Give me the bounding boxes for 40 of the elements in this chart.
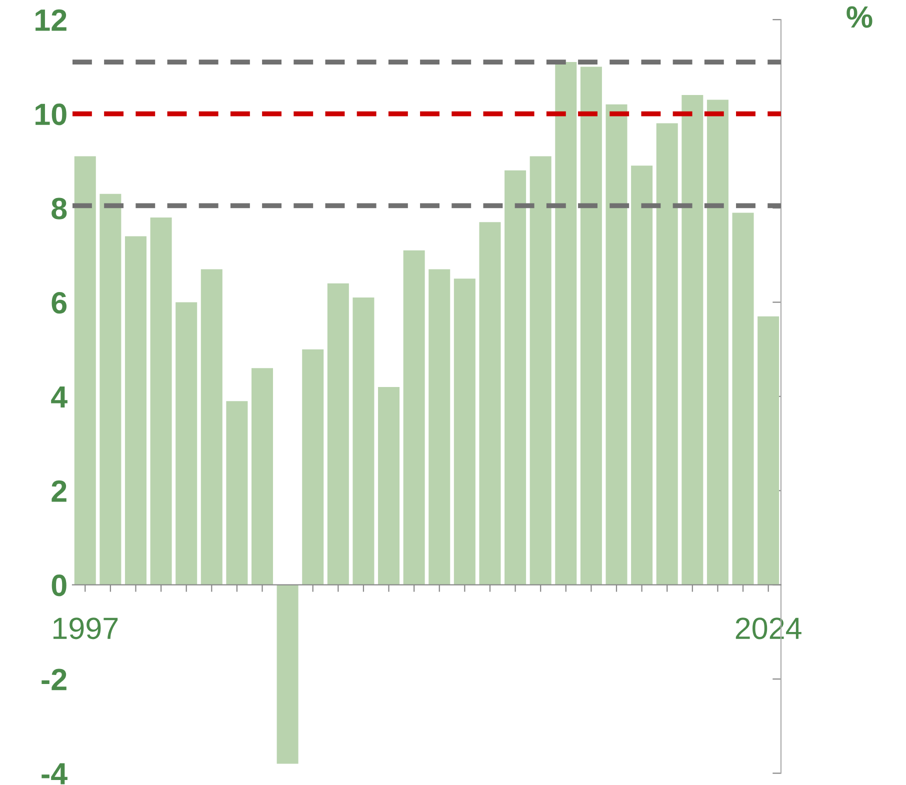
x-tick-label: 2024 — [736, 618, 802, 640]
bar — [580, 66, 602, 585]
bar — [428, 269, 450, 585]
bar — [656, 123, 678, 585]
bar — [606, 104, 628, 585]
bar — [758, 316, 780, 585]
bar — [276, 584, 298, 764]
bar — [706, 100, 728, 585]
bar — [226, 401, 248, 585]
y-tick-label: -4 — [42, 763, 68, 784]
bar — [631, 166, 653, 585]
y-tick-label: 12 — [36, 9, 66, 31]
bar — [74, 156, 96, 585]
x-tick-label: 1997 — [53, 618, 118, 640]
bar — [530, 156, 552, 585]
y-tick-label: 4 — [51, 386, 68, 408]
bar — [378, 387, 400, 585]
bar — [252, 368, 274, 585]
bar — [454, 278, 476, 585]
y-axis-title: % — [846, 6, 872, 28]
y-tick-label: 8 — [52, 198, 67, 220]
y-tick-label: 10 — [36, 104, 66, 126]
bar — [504, 170, 526, 585]
y-tick-label: 0 — [52, 574, 66, 596]
bar — [403, 250, 425, 585]
y-tick-label: 2 — [52, 480, 66, 502]
bar — [302, 349, 324, 585]
bar — [732, 212, 754, 585]
bar — [100, 194, 122, 585]
bar — [352, 298, 374, 585]
bar — [327, 283, 349, 585]
bar — [555, 62, 577, 585]
bar — [682, 94, 704, 585]
bar — [200, 269, 222, 585]
bar — [150, 217, 172, 585]
bar — [124, 236, 146, 585]
bar — [176, 302, 198, 585]
y-tick-label: -2 — [42, 668, 66, 690]
y-tick-label: 6 — [52, 292, 67, 314]
bar — [479, 222, 501, 585]
